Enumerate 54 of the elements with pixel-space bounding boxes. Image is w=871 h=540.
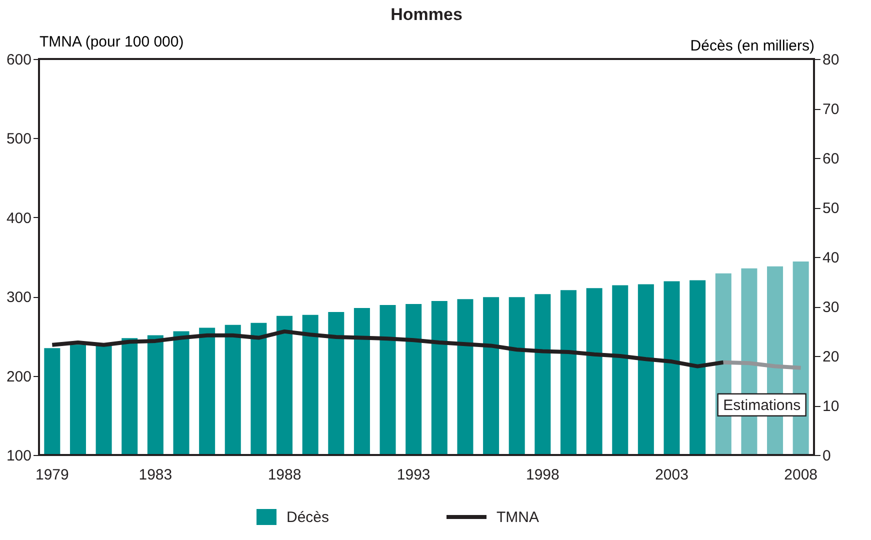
bar — [302, 314, 318, 455]
y2-axis-title: Décès (en milliers) — [690, 38, 814, 54]
y2-tick-label: 20 — [822, 348, 840, 366]
x-tick-label: 1979 — [35, 466, 69, 484]
x-tick-label: 2003 — [655, 466, 688, 484]
bar — [44, 348, 60, 455]
y2-tick-label: 50 — [822, 200, 840, 217]
bar — [173, 331, 190, 455]
y-tick-label: 500 — [6, 130, 32, 148]
bar — [457, 299, 474, 455]
bar — [328, 312, 344, 455]
bar — [534, 294, 551, 455]
y2-tick-label: 30 — [822, 299, 840, 316]
y-tick-label: 200 — [6, 368, 32, 386]
bar — [638, 284, 654, 455]
bar — [586, 288, 602, 455]
bar — [406, 304, 422, 455]
bar — [354, 308, 370, 455]
x-tick-label: 1993 — [396, 466, 430, 484]
y2-tick-label: 60 — [822, 150, 840, 168]
bar — [70, 344, 86, 455]
bar — [147, 335, 164, 455]
y2-tick-label: 80 — [822, 52, 840, 68]
bar — [122, 338, 138, 455]
y-tick-label: 600 — [6, 52, 32, 68]
bar — [690, 280, 706, 455]
y-tick-label: 400 — [6, 210, 32, 227]
bar — [612, 285, 628, 455]
bar — [250, 322, 267, 455]
chart-title: Hommes — [390, 5, 462, 24]
y2-tick-label: 10 — [822, 398, 840, 415]
y2-tick-label: 40 — [822, 250, 840, 266]
bar — [380, 305, 396, 455]
bar — [224, 324, 241, 455]
legend-label: Décès — [286, 509, 330, 526]
y2-tick-label: 0 — [822, 448, 831, 464]
legend-label: TMNA — [496, 509, 539, 526]
x-tick-label: 1998 — [526, 466, 560, 484]
bar — [276, 316, 293, 455]
x-tick-label: 1988 — [268, 466, 302, 484]
bar — [483, 297, 500, 455]
y2-tick-label: 70 — [822, 101, 840, 118]
y-tick-label: 100 — [6, 448, 32, 464]
x-tick-label: 2008 — [784, 466, 818, 484]
y-tick-label: 300 — [6, 289, 32, 306]
x-tick-label: 1983 — [138, 466, 172, 484]
bar — [431, 301, 448, 455]
y-axis-title: TMNA (pour 100 000) — [40, 34, 184, 50]
bar — [664, 281, 680, 455]
annotation: Estimations — [723, 396, 801, 414]
bar — [199, 328, 216, 455]
bar — [508, 297, 525, 455]
bar — [560, 290, 576, 455]
line-series — [50, 329, 726, 368]
